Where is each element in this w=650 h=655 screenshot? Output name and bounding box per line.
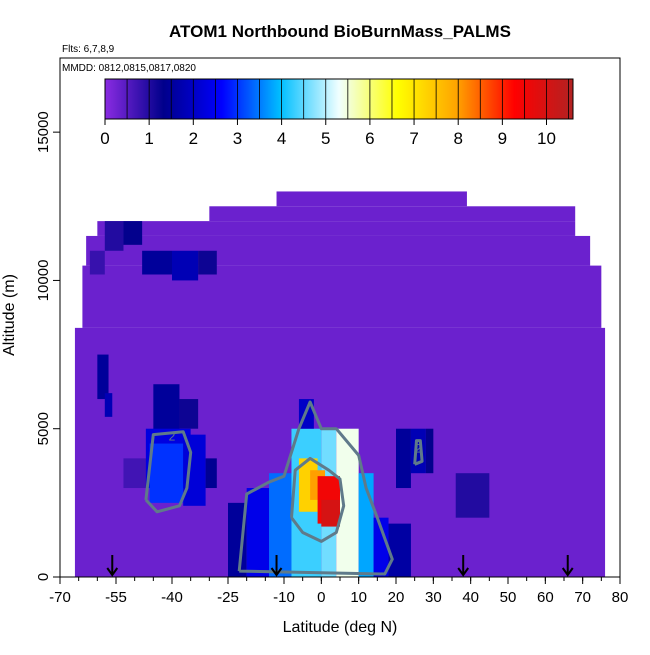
y-axis-label: Altitude (m) [1, 274, 18, 356]
contour-label: 2 [415, 441, 422, 455]
heatmap-cell [198, 250, 217, 275]
colorbar-tick-label: 6 [365, 129, 374, 148]
x-tick-label: 40 [462, 589, 479, 606]
colorbar: 0 1 2 3 4 5 6 7 8 9 10 [100, 78, 574, 148]
contour-line [413, 439, 424, 466]
heatmap-cell [388, 523, 411, 577]
y-tick-label: 0 [35, 573, 52, 581]
heatmap-cells [74, 191, 606, 577]
heatmap-cell [425, 428, 434, 474]
x-tick-label: -10 [273, 589, 295, 606]
heatmap-cell [455, 473, 490, 518]
arrow-head [270, 567, 283, 577]
heatmap-cell [269, 473, 296, 577]
colorbar-strip [104, 78, 574, 120]
colorbar-tick-label: 2 [189, 129, 198, 148]
heatmap-cell [205, 458, 217, 489]
heatmap-cell [183, 434, 206, 506]
heatmap-cell [97, 354, 109, 400]
coverage-cell [82, 265, 602, 328]
flight-arrows [106, 555, 574, 577]
contour-line [237, 400, 394, 576]
axes: -70 -55 -40 -25 -10 0 10 20 30 40 50 60 70 8005000100… [35, 57, 629, 606]
heatmap-cell [179, 399, 199, 429]
x-tick-label: 30 [425, 589, 442, 606]
x-tick-label: -40 [161, 589, 183, 606]
heatmap-cell [321, 499, 340, 527]
heatmap-cell [396, 428, 411, 489]
coverage-cell [97, 221, 576, 236]
colorbar-tick-label: 4 [277, 129, 286, 148]
heatmap-cell [123, 458, 150, 489]
colorbar-tick-label: 9 [498, 129, 507, 148]
heatmap-cell [246, 488, 270, 577]
x-tick-label: -25 [217, 589, 239, 606]
heatmap-cell [104, 393, 113, 417]
colorbar-tick-label: 7 [409, 129, 418, 148]
colorbar-tick-label: 8 [453, 129, 462, 148]
flights-note: Flts: 6,7,8,9 [62, 44, 115, 55]
heatmap-cell [336, 428, 359, 577]
heatmap-cell [373, 517, 389, 577]
heatmap-cell [142, 250, 172, 275]
colorbar-tick-label: 1 [144, 129, 153, 148]
heatmap-cell [104, 221, 124, 251]
x-tick-label: 80 [612, 589, 629, 606]
arrow-head [106, 567, 119, 577]
coverage-cell [276, 191, 467, 207]
y-tick-label: 5000 [35, 412, 52, 445]
x-tick-label: 60 [537, 589, 554, 606]
heatmap-cell [123, 221, 143, 245]
contour-label: 2 [169, 430, 176, 444]
x-tick-label: 10 [350, 589, 367, 606]
x-tick-label: -70 [49, 589, 71, 606]
colorbar-tick-label: 0 [100, 129, 109, 148]
x-tick-label: 50 [500, 589, 517, 606]
y-tick-label: 15000 [35, 111, 52, 153]
x-tick-label: -55 [105, 589, 127, 606]
dates-note: MMDD: 0812,0815,0817,0820 [62, 63, 196, 74]
x-tick-label: 0 [317, 589, 325, 606]
contour-line [290, 456, 346, 543]
heatmap-cell [172, 250, 199, 281]
heatmap-cell [89, 250, 105, 275]
x-axis-label: Latitude (deg N) [283, 619, 398, 636]
contour-line [144, 430, 193, 514]
colorbar-tick-label: 10 [537, 129, 556, 148]
contour-lines: 22 [144, 400, 424, 576]
coverage-cell [209, 206, 576, 222]
heatmap-cell [228, 502, 247, 577]
arrow-head [561, 567, 574, 577]
x-tick-label: 20 [388, 589, 405, 606]
colorbar-tick-label: 3 [233, 129, 242, 148]
arrow-head [457, 567, 470, 577]
x-tick-label: 70 [574, 589, 591, 606]
y-tick-label: 10000 [35, 260, 52, 302]
chart-title: ATOM1 Northbound BioBurnMass_PALMS [169, 22, 511, 41]
colorbar-tick-label: 5 [321, 129, 330, 148]
heatmap-cell [149, 443, 184, 503]
